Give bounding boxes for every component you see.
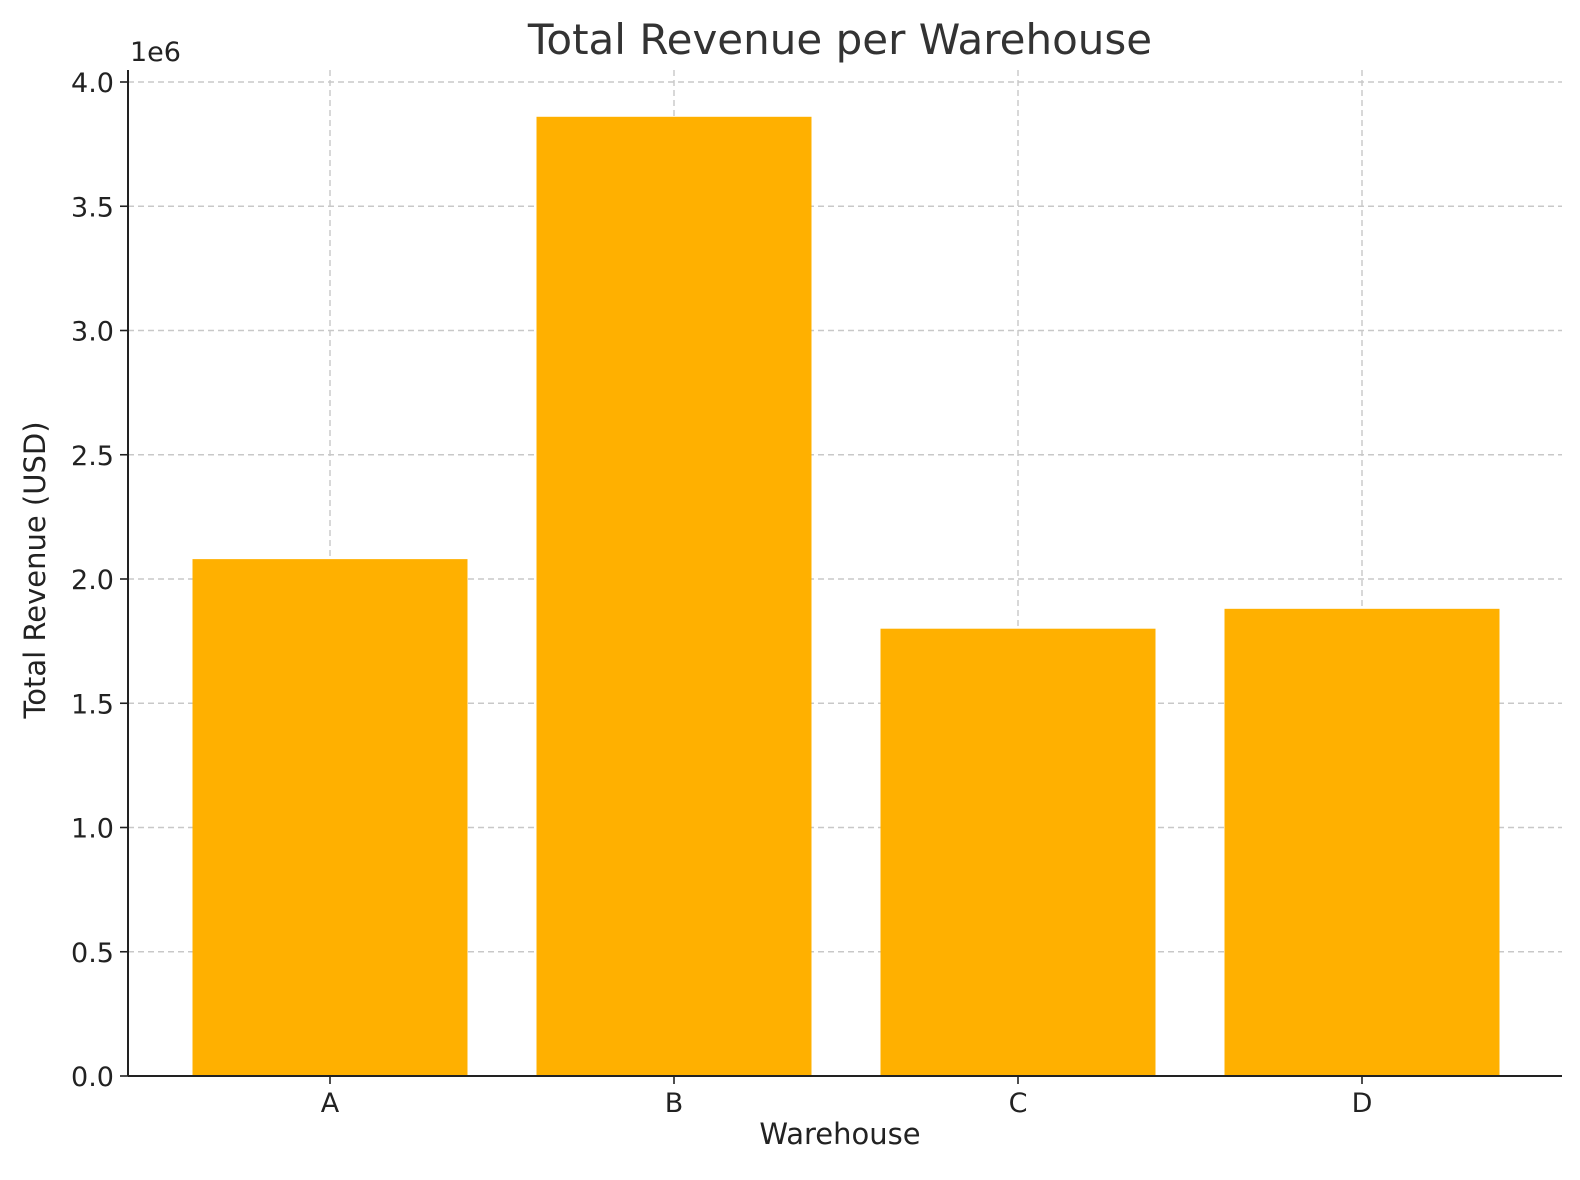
y-axis-offset-label: 1e6 xyxy=(130,37,181,68)
x-tick-label: D xyxy=(1352,1088,1373,1119)
y-tick-label: 1.0 xyxy=(71,814,114,845)
x-axis-label: Warehouse xyxy=(759,1117,920,1151)
bar-a xyxy=(192,559,468,1076)
bar-d xyxy=(1224,608,1500,1076)
y-axis-label: Total Revenue (USD) xyxy=(18,421,52,719)
axes-layer: 0.0 0.5 1.0 1.5 2.0 2.5 3.0 3.5 4.0 A B C D xyxy=(71,68,1562,1119)
y-tick-label: 2.5 xyxy=(71,441,114,472)
x-tick-label: A xyxy=(321,1088,340,1119)
chart-title: Total Revenue per Warehouse xyxy=(527,15,1152,64)
y-tick-label: 4.0 xyxy=(71,68,114,99)
y-tick-label: 0.5 xyxy=(71,938,114,969)
x-tick-label: C xyxy=(1009,1088,1028,1119)
bar-c xyxy=(880,628,1156,1076)
y-tick-label: 0.0 xyxy=(71,1062,114,1093)
bar-b xyxy=(536,116,812,1077)
y-tick-label: 3.5 xyxy=(71,192,114,223)
x-tick-label: B xyxy=(665,1088,684,1119)
y-tick-label: 2.0 xyxy=(71,565,114,596)
y-tick-label: 1.5 xyxy=(71,689,114,720)
bars-layer xyxy=(192,116,1500,1077)
y-tick-label: 3.0 xyxy=(71,317,114,348)
